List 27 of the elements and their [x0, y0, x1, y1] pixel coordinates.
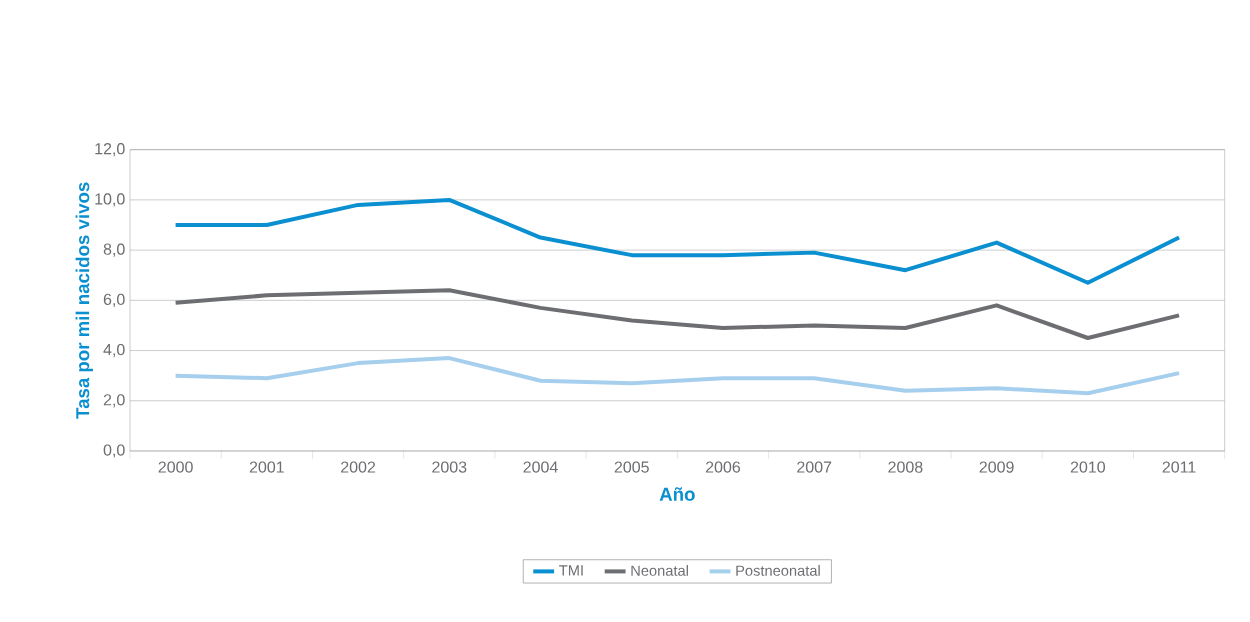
x-tick-label: 2009 — [979, 461, 1014, 473]
x-tick-label: 2011 — [1162, 461, 1196, 473]
line-series — [173, 356, 1182, 396]
y-tick-label: 2,0 — [103, 394, 125, 408]
x-tick-label: 2010 — [1070, 461, 1106, 473]
y-tick-label: 4,0 — [103, 343, 125, 358]
y-tick-label: 10,0 — [95, 193, 125, 207]
line-series — [173, 288, 1182, 340]
x-tick-label: 2000 — [158, 461, 193, 473]
y-tick-label: 0,0 — [103, 444, 125, 458]
y-tick-label: 12,0 — [95, 143, 125, 157]
y-axis-title: Tasa por mil nacidos vivos — [75, 182, 93, 419]
y-tick-label: 8,0 — [103, 243, 125, 257]
y-tick-label: 6,0 — [103, 293, 125, 307]
legend-label: Neonatal — [631, 565, 688, 576]
x-tick-label: 2004 — [523, 461, 558, 473]
line-series — [173, 197, 1182, 285]
x-tick-label: 2006 — [705, 461, 741, 473]
legend-label: TMI — [559, 565, 583, 576]
x-tick-label: 2003 — [432, 461, 467, 473]
x-tick-label: 2007 — [797, 461, 832, 473]
x-tick-label: 2002 — [341, 461, 376, 473]
x-tick-label: 2005 — [614, 461, 649, 473]
x-tick-label: 2008 — [888, 461, 923, 473]
x-tick-label: 2001 — [249, 461, 284, 473]
legend-label: Postneonatal — [736, 565, 820, 576]
x-axis-title: Año — [659, 487, 695, 501]
